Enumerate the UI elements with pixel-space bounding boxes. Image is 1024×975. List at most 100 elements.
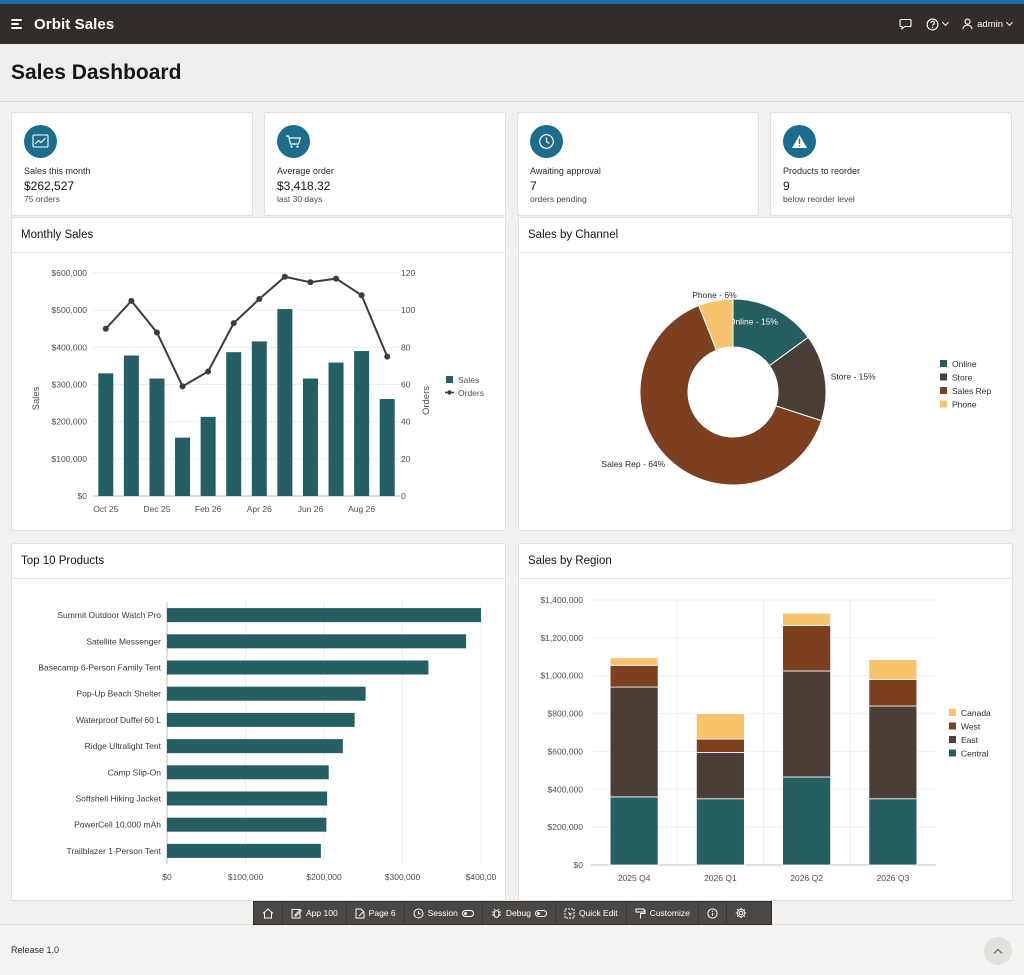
- kpi-value: $262,527: [24, 179, 75, 193]
- x-tick-label: Dec 25: [143, 504, 170, 514]
- line-point: [205, 368, 212, 375]
- line-point: [281, 273, 288, 280]
- dev-quick-edit-button[interactable]: Quick Edit: [556, 902, 627, 924]
- line-point: [256, 296, 263, 303]
- sales-by-region-chart: $0 $200,000 $400,000 $600,000 $800,000 $1,000…: [540, 595, 991, 883]
- stacked-bar-segment: [609, 686, 659, 798]
- x-tick-label: $200,000: [306, 872, 342, 882]
- legend-label: Orders: [458, 388, 484, 398]
- x-tick-label: Apr 26: [247, 504, 272, 514]
- kpi-label: Awaiting approval: [530, 166, 601, 176]
- x-tick-label: $0: [162, 872, 172, 882]
- bar: [149, 378, 165, 496]
- trend-chart-icon: [24, 125, 57, 158]
- y-tick-label: $600,000: [548, 746, 584, 756]
- x-tick-label: Aug 26: [348, 504, 375, 514]
- y-tick-label: $0: [78, 491, 88, 501]
- slice-label: Online - 15%: [729, 317, 779, 327]
- stacked-bar-segment: [609, 664, 659, 688]
- scroll-to-top-button[interactable]: [984, 937, 1012, 965]
- y-tick-label: $100,000: [52, 454, 88, 464]
- app-title[interactable]: Orbit Sales: [34, 15, 115, 33]
- dev-home-button[interactable]: [254, 902, 283, 924]
- x-tick-label: $400,00: [466, 872, 497, 882]
- stacked-bar-segment: [695, 713, 745, 740]
- bar: [98, 373, 114, 496]
- sales-by-region-panel: Sales by Region $0 $200,000 $400,000 $600,0…: [518, 543, 1013, 901]
- category-label: PowerCell 10,000 mAh: [74, 820, 161, 830]
- stacked-bar-segment: [782, 776, 832, 866]
- stacked-bar-segment: [695, 798, 745, 866]
- legend-label: Canada: [961, 708, 991, 718]
- category-label: Softshell Hiking Jacket: [75, 794, 161, 804]
- dev-session-button[interactable]: Session: [405, 902, 483, 924]
- bar: [167, 817, 327, 832]
- y-tick-label: $800,000: [548, 709, 584, 719]
- legend-label: Online: [952, 359, 977, 369]
- chat-bubble-icon: [899, 18, 912, 30]
- user-menu-button[interactable]: admin: [962, 18, 1014, 30]
- kpi-card-sales: Sales this month $262,527 75 orders: [11, 112, 253, 216]
- legend-label: Store: [952, 373, 973, 383]
- debug-toggle-icon: [534, 909, 547, 917]
- shopping-cart-icon: [277, 125, 310, 158]
- kpi-label: Products to reorder: [783, 166, 861, 176]
- bar: [379, 398, 395, 496]
- dev-app-button[interactable]: App 100: [283, 902, 347, 924]
- dev-debug-button[interactable]: Debug: [483, 902, 556, 924]
- legend-swatch: [940, 373, 947, 381]
- legend-label: West: [961, 722, 981, 732]
- kpi-subtext: orders pending: [530, 194, 587, 204]
- category-label: Summit Outdoor Watch Pro: [57, 610, 161, 620]
- kpi-label: Sales this month: [24, 166, 91, 176]
- legend-swatch: [949, 749, 956, 757]
- kpi-card-products-to-reorder: Products to reorder 9 below reorder leve…: [770, 112, 1012, 216]
- category-label: Satellite Messenger: [86, 636, 161, 646]
- dev-info-button[interactable]: [699, 902, 727, 924]
- stacked-bar-segment: [868, 705, 918, 800]
- bar: [354, 351, 370, 496]
- page-icon: [355, 908, 365, 918]
- slice-label: Phone - 6%: [692, 290, 737, 300]
- donut-slice: [698, 298, 734, 351]
- line-point: [230, 320, 237, 327]
- y2-tick-label: 80: [401, 342, 411, 352]
- legend-swatch: [940, 387, 947, 394]
- kpi-label: Average order: [277, 166, 334, 176]
- dev-session-label: Session: [427, 908, 458, 918]
- stacked-bar-segment: [609, 796, 659, 866]
- dev-debug-label: Debug: [505, 908, 531, 918]
- top-accent-stripe: [0, 0, 1024, 4]
- kpi-value: 9: [783, 179, 790, 193]
- quick-edit-icon: [564, 908, 575, 918]
- line-point: [128, 297, 135, 304]
- panel-divider: [519, 252, 1012, 253]
- y2-tick-label: 20: [401, 454, 411, 464]
- stacked-bar-segment: [868, 679, 918, 707]
- feedback-button[interactable]: [899, 18, 912, 30]
- y-tick-label: $500,000: [52, 305, 88, 315]
- x-tick-label: Feb 26: [195, 504, 222, 514]
- y2-tick-label: 0: [401, 491, 406, 501]
- page-title: Sales Dashboard: [11, 61, 182, 84]
- bar: [167, 634, 467, 649]
- stacked-bar-segment: [782, 625, 832, 672]
- help-menu-button[interactable]: [926, 18, 950, 31]
- legend-point: [447, 390, 452, 395]
- kpi-card-average-order: Average order $3,418.32 last 30 days: [264, 112, 506, 216]
- hamburger-menu-icon[interactable]: [11, 18, 25, 30]
- line-point: [307, 279, 314, 286]
- y-tick-label: $600,000: [52, 268, 88, 278]
- dev-settings-button[interactable]: [727, 902, 755, 924]
- stacked-bar-segment: [782, 612, 832, 626]
- kpi-subtext: last 30 days: [277, 194, 323, 204]
- panel-title: Monthly Sales: [21, 229, 94, 241]
- dev-customize-button[interactable]: Customize: [627, 902, 699, 924]
- x-tick-label: Oct 25: [93, 504, 118, 514]
- panel-divider: [519, 578, 1012, 579]
- help-icon: [926, 18, 939, 30]
- x-tick-label: $100,000: [228, 872, 264, 882]
- category-label: Ridge Ultralight Tent: [85, 741, 162, 751]
- dev-page-button[interactable]: Page 6: [347, 902, 405, 924]
- y-axis-title: Sales: [31, 386, 42, 410]
